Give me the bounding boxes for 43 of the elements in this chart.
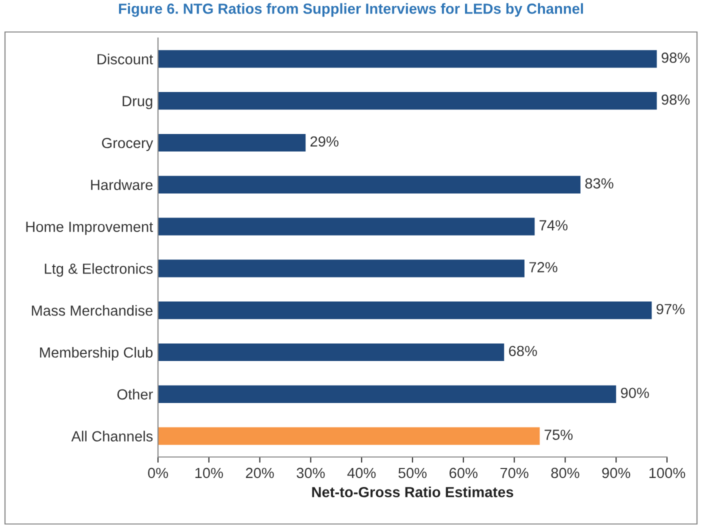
bar	[158, 343, 504, 362]
bar	[158, 260, 524, 278]
y-tick-label: Discount	[98, 54, 154, 64]
data-label: 74%	[540, 220, 568, 230]
y-tick-label: Other	[117, 388, 153, 400]
y-tick-label: Drug	[122, 96, 152, 110]
data-label: 29%	[310, 136, 338, 147]
x-tick-label: 80%	[551, 468, 580, 478]
bar	[158, 134, 306, 152]
y-tick-label: Mass Merchandise	[32, 305, 152, 316]
bar	[158, 92, 657, 110]
y-tick-label: Home Improvement	[26, 222, 154, 235]
data-label: 75%	[544, 430, 573, 440]
x-tick-label: 20%	[246, 468, 274, 478]
x-tick-label: 70%	[500, 468, 528, 478]
data-label: 72%	[529, 262, 558, 272]
data-label: 97%	[656, 304, 685, 314]
y-tick-label: Ltg & Electronics	[44, 263, 153, 277]
x-tick-label: 90%	[602, 468, 630, 478]
bar	[158, 385, 616, 403]
bar	[158, 302, 652, 320]
x-tick-label: 60%	[450, 468, 478, 478]
x-tick-label: 30%	[296, 468, 325, 478]
x-axis-title: Net-to-Gross Ratio Estimates	[312, 486, 514, 498]
y-tick-label: Membership Club	[40, 346, 153, 361]
x-tick-label: 40%	[347, 468, 376, 478]
bar	[158, 218, 535, 236]
data-label: 98%	[662, 52, 690, 63]
data-label: 98%	[662, 94, 690, 105]
y-tick-label: Hardware	[91, 179, 152, 190]
x-tick-label: 50%	[398, 468, 427, 478]
x-tick-label: 10%	[195, 468, 223, 478]
data-label: 90%	[620, 388, 649, 398]
bar	[158, 50, 657, 68]
bar	[158, 427, 540, 445]
bar	[158, 176, 580, 194]
data-label: 83%	[585, 178, 614, 189]
chart-title: Figure 6. NTG Ratios from Supplier Interviews for LEDs by Channel	[119, 3, 583, 17]
data-label: 68%	[509, 346, 537, 356]
y-tick-label: Grocery	[102, 138, 154, 152]
y-tick-label: All Channels	[71, 430, 153, 442]
x-tick-label: 100%	[649, 468, 686, 478]
x-tick-label: 0%	[148, 468, 168, 478]
